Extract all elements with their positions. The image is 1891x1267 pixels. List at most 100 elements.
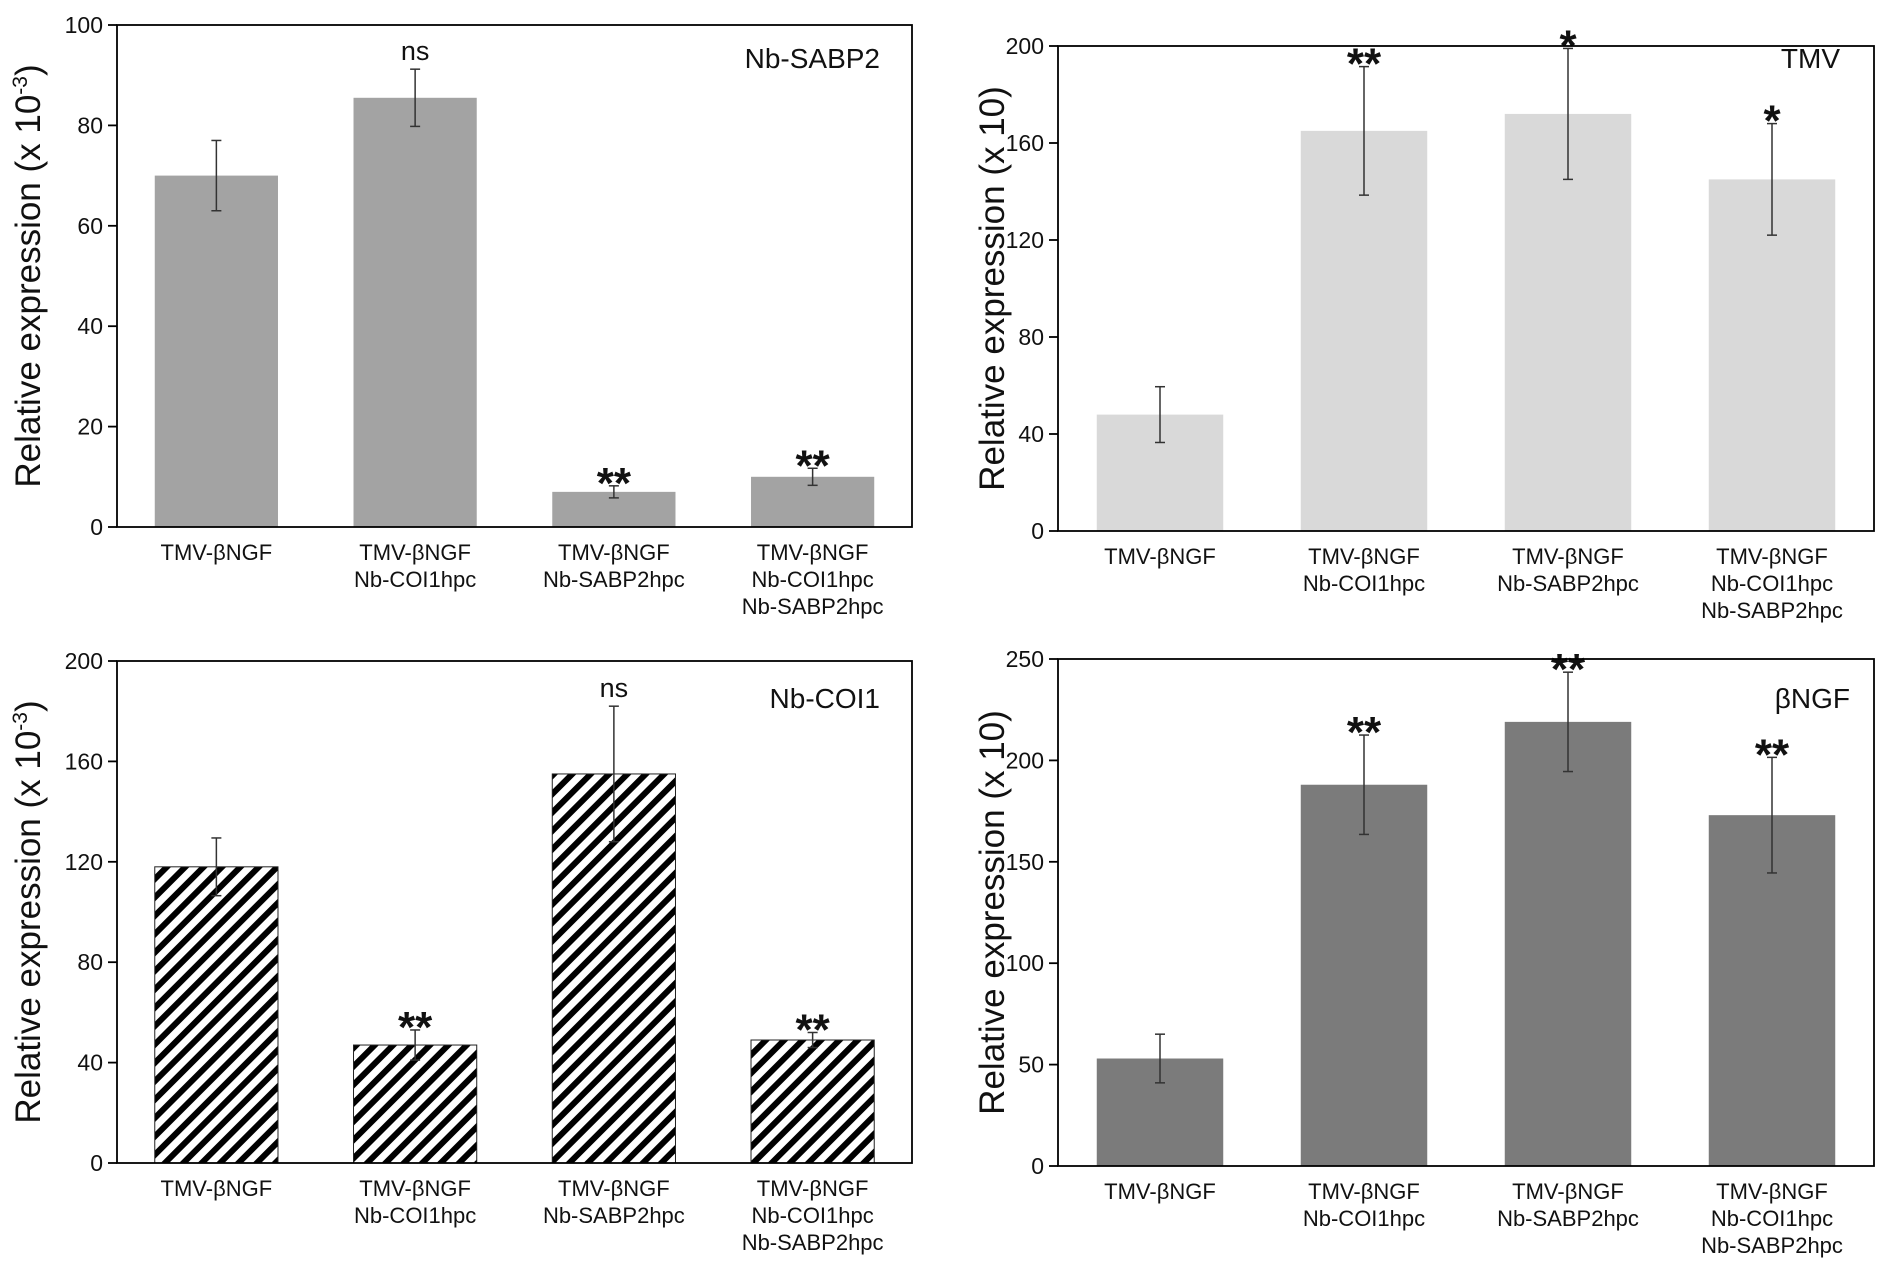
y-tick-label: 0 (1031, 1153, 1044, 1179)
error-bar-3 (1563, 47, 1573, 181)
plot-frame (1057, 658, 1875, 1167)
bar-1 (154, 175, 278, 527)
category-label: Nb-SABP2hpc (1701, 598, 1843, 623)
error-bar-4 (1767, 756, 1777, 874)
category-label: Nb-COI1hpc (1303, 571, 1425, 596)
significance-label-3: ** (1551, 645, 1586, 694)
y-tick-label: 0 (90, 514, 103, 540)
category-label: TMV-βNGF (1308, 1179, 1420, 1204)
y-tick-label: 60 (77, 213, 103, 239)
category-label: TMV-βNGF (1512, 544, 1624, 569)
plot-frame (116, 24, 913, 528)
category-label: Nb-COI1hpc (354, 567, 476, 592)
y-tick-label: 0 (90, 1150, 103, 1176)
category-label: TMV-βNGF (359, 540, 471, 565)
category-label: Nb-SABP2hpc (742, 1230, 884, 1255)
category-label: TMV-βNGF (757, 1176, 869, 1201)
bar-4 (1708, 179, 1836, 531)
category-label: Nb-SABP2hpc (1497, 1206, 1639, 1231)
category-label: Nb-COI1hpc (1711, 1206, 1833, 1231)
y-tick-label: 40 (77, 1050, 103, 1076)
bar-4 (750, 1039, 875, 1164)
y-tick-label: 50 (1018, 1052, 1044, 1078)
y-axis-label-close: ) (9, 700, 48, 712)
y-tick-label: 160 (65, 748, 103, 774)
category-label: Nb-COI1hpc (354, 1203, 476, 1228)
y-axis-label-main: Relative expression (x 10) (973, 86, 1012, 491)
category-label: Nb-COI1hpc (1303, 1206, 1425, 1231)
panel-title: TMV (1781, 43, 1840, 74)
significance-label-4: * (1763, 97, 1781, 146)
category-label: TMV-βNGF (1512, 1179, 1624, 1204)
panel-2: TMV-βNGF**TMV-βNGFNb-COI1hpc*TMV-βNGFNb-… (973, 21, 1875, 623)
error-bar-1 (1155, 385, 1165, 444)
significance-label-4: ** (796, 441, 831, 490)
y-tick-label: 150 (1006, 849, 1044, 875)
category-label: TMV-βNGF (1104, 1179, 1216, 1204)
significance-label-4: ** (1755, 730, 1790, 779)
significance-label-2: ** (398, 1003, 433, 1052)
significance-label-2: ns (401, 36, 430, 66)
error-bar-2 (1359, 65, 1369, 196)
y-tick-label: 250 (1006, 646, 1044, 672)
panel-4: TMV-βNGF**TMV-βNGFNb-COI1hpc**TMV-βNGFNb… (973, 645, 1875, 1258)
bar-2 (1300, 784, 1428, 1166)
category-label: Nb-SABP2hpc (742, 594, 884, 619)
panel-1: TMV-βNGFnsTMV-βNGFNb-COI1hpc**TMV-βNGFNb… (9, 12, 913, 619)
y-tick-label: 100 (1006, 950, 1044, 976)
category-label: TMV-βNGF (161, 540, 273, 565)
plot-frame (116, 660, 913, 1164)
category-label: Nb-SABP2hpc (543, 1203, 685, 1228)
category-label: Nb-COI1hpc (751, 567, 873, 592)
significance-label-2: ** (1347, 40, 1382, 89)
y-tick-label: 200 (1006, 33, 1044, 59)
y-tick-label: 200 (1006, 747, 1044, 773)
error-bar-2 (1359, 734, 1369, 836)
error-bar-4 (807, 1031, 818, 1049)
error-bar-3 (1563, 671, 1573, 773)
y-axis-label: Relative expression (x 10) (973, 86, 1012, 491)
error-bar-4 (1767, 122, 1777, 236)
bar-3 (1504, 721, 1632, 1166)
y-tick-label: 160 (1006, 130, 1044, 156)
category-label: Nb-SABP2hpc (1701, 1233, 1843, 1258)
y-axis-label: Relative expression (x 10-3) (9, 700, 48, 1123)
y-axis-label: Relative expression (x 10) (973, 710, 1012, 1115)
y-axis-label-main: Relative expression (x 10 (9, 95, 48, 488)
bar-1 (154, 866, 279, 1164)
error-bar-1 (1155, 1033, 1165, 1084)
y-tick-label: 100 (65, 12, 103, 38)
significance-label-3: ns (600, 673, 629, 703)
y-axis-label: Relative expression (x 10-3) (9, 64, 48, 487)
panel-title: Nb-SABP2 (745, 43, 880, 74)
significance-label-4: ** (796, 1005, 831, 1054)
y-tick-label: 120 (65, 849, 103, 875)
error-bar-2 (410, 68, 421, 128)
y-tick-label: 40 (1018, 421, 1044, 447)
error-bar-3 (608, 485, 619, 499)
y-axis-label-main: Relative expression (x 10 (9, 731, 48, 1124)
y-axis-label-superscript: -3 (9, 76, 32, 95)
y-tick-label: 120 (1006, 227, 1044, 253)
category-label: TMV-βNGF (1716, 544, 1828, 569)
panel-title: βNGF (1775, 683, 1850, 714)
panel-title: Nb-COI1 (770, 683, 880, 714)
error-bar-1 (211, 837, 222, 897)
error-bar-1 (211, 139, 222, 212)
category-label: TMV-βNGF (1104, 544, 1216, 569)
panel-3: TMV-βNGF**TMV-βNGFNb-COI1hpcnsTMV-βNGFNb… (9, 648, 913, 1255)
bar-2 (353, 97, 477, 527)
y-axis-label-close: ) (9, 64, 48, 76)
category-label: TMV-βNGF (757, 540, 869, 565)
bar-2 (353, 1044, 478, 1164)
category-label: Nb-COI1hpc (751, 1203, 873, 1228)
y-tick-label: 80 (77, 112, 103, 138)
y-axis-label-superscript: -3 (9, 712, 32, 731)
category-label: Nb-SABP2hpc (543, 567, 685, 592)
category-label: Nb-SABP2hpc (1497, 571, 1639, 596)
significance-label-3: ** (597, 459, 632, 508)
bar-2 (1300, 130, 1428, 531)
category-label: TMV-βNGF (1716, 1179, 1828, 1204)
